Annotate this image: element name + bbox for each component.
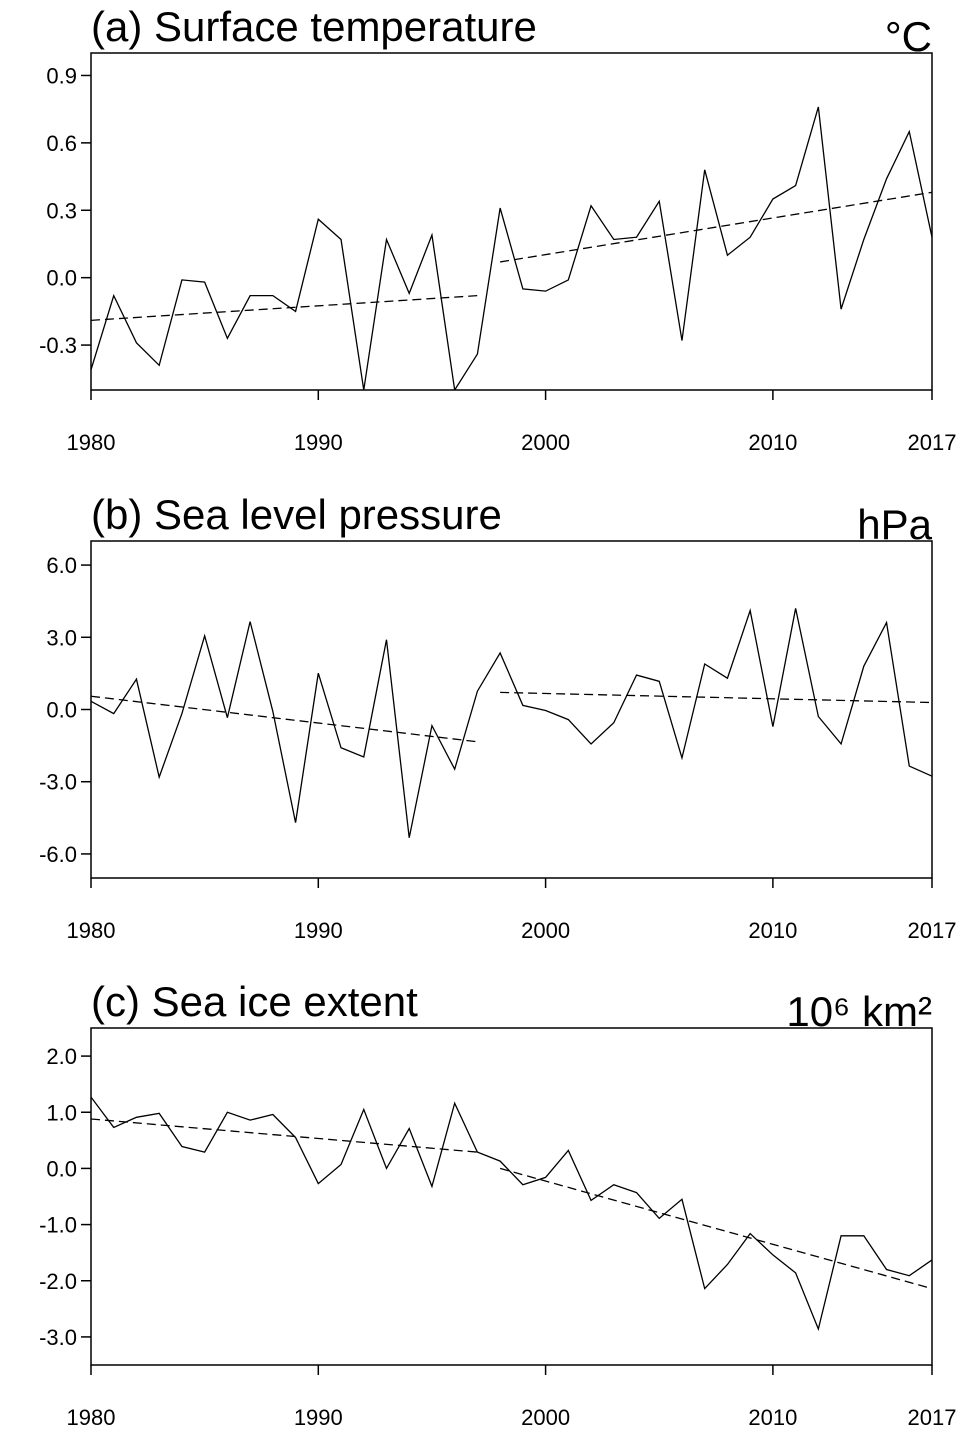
panel: (c) Sea ice extent 10⁶ km² -3.0 -2.0 -1.0 0.0… [39,978,956,1430]
x-tick-label: 2000 [521,1405,570,1430]
x-tick-label: 2017 [908,1405,957,1430]
y-tick-label: -2.0 [39,1269,77,1294]
x-tick-label: 1980 [67,1405,116,1430]
trend-line [91,294,478,322]
unit-label: hPa [857,501,932,548]
panel: (b) Sea level pressure hPa -6.0 -3.0 0.0 3.0 6… [39,491,956,943]
x-tick-label: 1980 [67,918,116,943]
x-tick-label: 2000 [521,430,570,455]
panel-title: (a) Surface temperature [91,3,537,50]
y-tick-label: -1.0 [39,1213,77,1238]
trend-line [91,695,478,743]
panel: (a) Surface temperature °C -0.3 0.0 0.3 0.6 0.… [39,3,956,455]
x-tick-label: 2010 [748,430,797,455]
plot-frame [90,52,933,391]
x-tick-label: 2010 [748,918,797,943]
y-tick-label: 0.0 [46,698,77,723]
trend-line [500,691,932,704]
plot-frame [90,1027,933,1366]
x-tick-label: 1990 [294,1405,343,1430]
panel-title: (b) Sea level pressure [91,491,502,538]
y-tick-label: -3.0 [39,1325,77,1350]
panel-title: (c) Sea ice extent [91,978,418,1025]
x-tick-label: 1990 [294,430,343,455]
x-tick-label: 2017 [908,430,957,455]
data-line [91,608,932,838]
y-tick-label: -6.0 [39,842,77,867]
y-tick-label: 0.9 [46,63,77,88]
y-tick-label: 6.0 [46,553,77,578]
x-tick-label: 2010 [748,1405,797,1430]
unit-label: 10⁶ km² [786,988,932,1035]
data-line [91,1096,932,1332]
x-tick-label: 1980 [67,430,116,455]
y-tick-label: 3.0 [46,625,77,650]
plot-frame [90,540,933,879]
y-tick-label: 0.3 [46,198,77,223]
y-tick-label: 0.0 [46,1156,77,1181]
trend-line [500,191,932,263]
y-tick-label: 0.6 [46,131,77,156]
y-tick-label: 1.0 [46,1100,77,1125]
x-tick-label: 2017 [908,918,957,943]
y-tick-label: 2.0 [46,1044,77,1069]
y-tick-label: 0.0 [46,266,77,291]
y-tick-label: -0.3 [39,333,77,358]
y-tick-label: -3.0 [39,770,77,795]
trend-line [499,1167,932,1290]
x-tick-label: 2000 [521,918,570,943]
data-line [91,106,932,390]
unit-label: °C [885,13,932,60]
trend-line [91,1118,478,1153]
x-tick-label: 1990 [294,918,343,943]
